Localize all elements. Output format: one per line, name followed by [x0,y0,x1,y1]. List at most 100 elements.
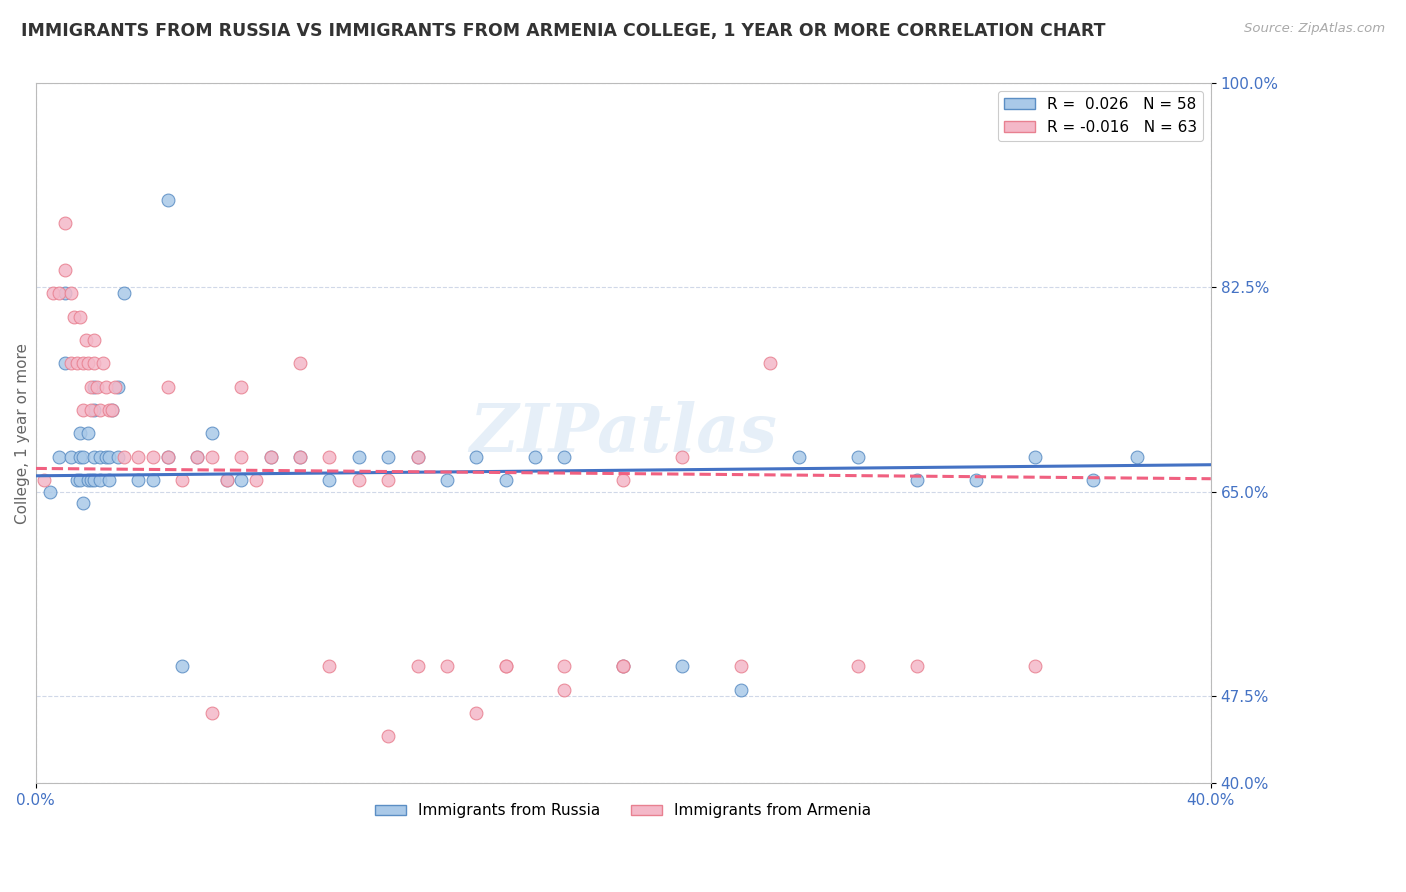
Point [72,450,94,464]
Point [1126,450,1149,464]
Point [495,473,517,487]
Point [231,473,253,487]
Point [172,659,194,673]
Point [142,473,165,487]
Point [406,659,429,673]
Point [553,659,575,673]
Point [62,310,84,324]
Point [186,450,208,464]
Point [495,659,517,673]
Point [69,473,91,487]
Point [318,473,340,487]
Point [377,450,399,464]
Point [80,379,103,393]
Point [553,450,575,464]
Point [53,216,76,230]
Point [259,450,281,464]
Point [42,286,65,301]
Point [465,450,488,464]
Point [846,659,869,673]
Point [66,473,89,487]
Point [80,403,103,417]
Point [142,450,165,464]
Point [83,356,105,370]
Point [231,450,253,464]
Text: Source: ZipAtlas.com: Source: ZipAtlas.com [1244,22,1385,36]
Point [347,473,370,487]
Point [101,403,124,417]
Point [94,450,117,464]
Point [406,450,429,464]
Point [59,450,82,464]
Point [156,379,179,393]
Point [231,379,253,393]
Point [89,473,111,487]
Point [104,379,127,393]
Point [107,379,129,393]
Point [436,473,458,487]
Point [172,473,194,487]
Point [1083,473,1105,487]
Point [318,450,340,464]
Point [288,450,311,464]
Point [288,450,311,464]
Point [83,403,105,417]
Text: ZIPatlas: ZIPatlas [470,401,778,466]
Point [72,403,94,417]
Point [759,356,782,370]
Point [965,473,987,487]
Point [318,659,340,673]
Point [730,659,752,673]
Point [98,450,121,464]
Point [612,659,634,673]
Point [259,450,281,464]
Point [436,659,458,673]
Point [83,333,105,347]
Point [201,706,224,720]
Point [48,286,70,301]
Point [91,356,114,370]
Point [215,473,238,487]
Point [75,333,97,347]
Point [66,356,89,370]
Point [465,706,488,720]
Point [77,473,100,487]
Point [86,379,108,393]
Point [288,356,311,370]
Point [107,450,129,464]
Point [72,496,94,510]
Point [905,473,928,487]
Point [201,426,224,441]
Point [59,356,82,370]
Point [1024,659,1046,673]
Point [671,450,693,464]
Point [39,484,62,499]
Point [83,379,105,393]
Point [59,286,82,301]
Point [495,659,517,673]
Point [77,356,100,370]
Point [245,473,267,487]
Point [377,730,399,744]
Point [127,450,149,464]
Point [215,473,238,487]
Point [34,473,56,487]
Point [69,450,91,464]
Point [53,286,76,301]
Point [905,659,928,673]
Point [98,403,121,417]
Point [112,286,135,301]
Point [201,450,224,464]
Point [730,682,752,697]
Y-axis label: College, 1 year or more: College, 1 year or more [15,343,30,524]
Point [77,426,100,441]
Point [83,473,105,487]
Point [72,356,94,370]
Point [53,356,76,370]
Point [1024,450,1046,464]
Point [553,682,575,697]
Legend: Immigrants from Russia, Immigrants from Armenia: Immigrants from Russia, Immigrants from … [370,797,877,824]
Point [94,379,117,393]
Point [112,450,135,464]
Point [80,473,103,487]
